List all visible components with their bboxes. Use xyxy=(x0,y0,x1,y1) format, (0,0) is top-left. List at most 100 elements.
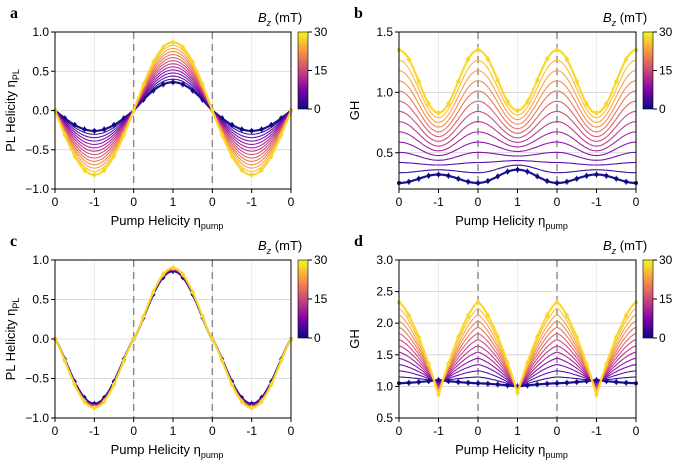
data-point xyxy=(594,110,599,115)
data-point xyxy=(505,99,510,104)
data-point xyxy=(624,313,629,318)
data-point xyxy=(171,80,175,85)
ytick-label: 1.5 xyxy=(376,25,393,39)
data-point xyxy=(614,335,619,340)
xtick-label: 0 xyxy=(209,424,216,438)
data-point xyxy=(564,313,569,318)
series-line xyxy=(398,131,637,152)
xtick-label: 1 xyxy=(170,424,177,438)
data-point xyxy=(505,169,510,174)
data-point xyxy=(180,272,185,277)
data-point xyxy=(141,314,146,319)
data-point xyxy=(112,382,116,387)
series-line xyxy=(399,160,636,166)
data-point xyxy=(239,399,244,404)
data-point xyxy=(92,128,97,133)
data-point xyxy=(190,60,195,65)
data-point xyxy=(515,390,520,395)
data-point xyxy=(545,179,550,184)
colorbar-label-unit: (mT) xyxy=(271,238,302,253)
series-line xyxy=(398,151,637,161)
series-line xyxy=(54,47,292,169)
series-line xyxy=(398,80,637,128)
panel-label: c xyxy=(10,233,17,250)
data-point xyxy=(604,362,609,367)
series-line xyxy=(54,78,292,135)
colorbar-tick-label: 30 xyxy=(659,253,673,267)
x-axis-label: Pump Helicity ηpump xyxy=(111,213,224,231)
y-axis-label-sub: PL xyxy=(11,298,21,309)
series-line xyxy=(54,53,292,162)
series-line xyxy=(54,44,292,173)
series-line xyxy=(398,121,637,147)
xtick-label: 0 xyxy=(52,195,59,209)
data-point xyxy=(466,179,471,184)
ytick-label: 0.0 xyxy=(32,104,49,118)
colorbar-tick-label: 15 xyxy=(314,64,328,78)
series-line xyxy=(398,110,637,142)
data-point xyxy=(426,362,431,367)
data-point xyxy=(279,133,284,138)
data-point xyxy=(416,335,421,340)
xtick-label: 0 xyxy=(130,424,137,438)
colorbar-label-sub: z xyxy=(266,18,272,28)
ytick-label: 1.0 xyxy=(376,379,393,393)
data-point xyxy=(545,313,550,318)
panel-label: d xyxy=(354,233,363,250)
xtick-label: 0 xyxy=(396,195,403,209)
y-axis-label: GH xyxy=(347,329,362,349)
colorbar-label: Bz (mT) xyxy=(603,10,647,28)
data-point xyxy=(614,79,619,84)
xtick-label: -1 xyxy=(591,424,602,438)
series-line xyxy=(54,50,292,166)
data-point xyxy=(220,133,225,138)
x-axis-label-sub: pump xyxy=(201,450,224,460)
ytick-label: 0.5 xyxy=(376,411,393,425)
data-point xyxy=(456,176,461,181)
series-line xyxy=(398,59,637,119)
data-point xyxy=(525,360,530,365)
data-point xyxy=(535,334,540,339)
y-axis-label: PL Helicity ηPL xyxy=(3,298,21,381)
data-point xyxy=(555,180,559,185)
data-point xyxy=(604,173,609,178)
data-point xyxy=(249,172,254,177)
panel-label: a xyxy=(10,5,18,22)
data-point xyxy=(269,154,274,159)
data-point xyxy=(112,122,116,127)
data-point xyxy=(436,172,441,177)
data-point xyxy=(171,40,175,45)
data-point xyxy=(456,335,461,340)
data-point xyxy=(624,380,629,385)
data-point xyxy=(485,56,490,61)
ytick-label: −0.5 xyxy=(25,143,49,157)
data-point xyxy=(230,122,234,127)
data-point xyxy=(102,399,107,404)
data-point xyxy=(515,167,520,172)
data-point xyxy=(436,392,441,397)
data-point xyxy=(535,382,540,387)
data-point xyxy=(456,380,461,385)
ytick-label: 2.0 xyxy=(376,316,393,330)
xtick-label: -1 xyxy=(433,195,444,209)
ytick-label: −1.0 xyxy=(25,411,49,425)
data-point xyxy=(485,313,490,318)
xtick-label: -1 xyxy=(246,424,257,438)
data-point xyxy=(200,82,205,87)
ytick-label: 0.5 xyxy=(32,293,49,307)
colorbar-tick-label: 0 xyxy=(659,102,666,116)
data-point xyxy=(416,380,421,385)
series-line xyxy=(399,164,636,174)
ytick-label: 3.0 xyxy=(376,253,393,267)
data-point xyxy=(131,337,136,341)
data-point xyxy=(102,127,107,132)
data-point xyxy=(604,101,609,106)
colorbar-label: Bz (mT) xyxy=(603,238,647,256)
data-point xyxy=(121,133,126,138)
data-point xyxy=(574,176,579,181)
colorbar-label-sub: z xyxy=(611,246,617,256)
ytick-label: 0.0 xyxy=(32,332,49,346)
data-point xyxy=(545,56,550,61)
colorbar-tick-label: 30 xyxy=(314,25,328,39)
data-point xyxy=(210,108,215,113)
